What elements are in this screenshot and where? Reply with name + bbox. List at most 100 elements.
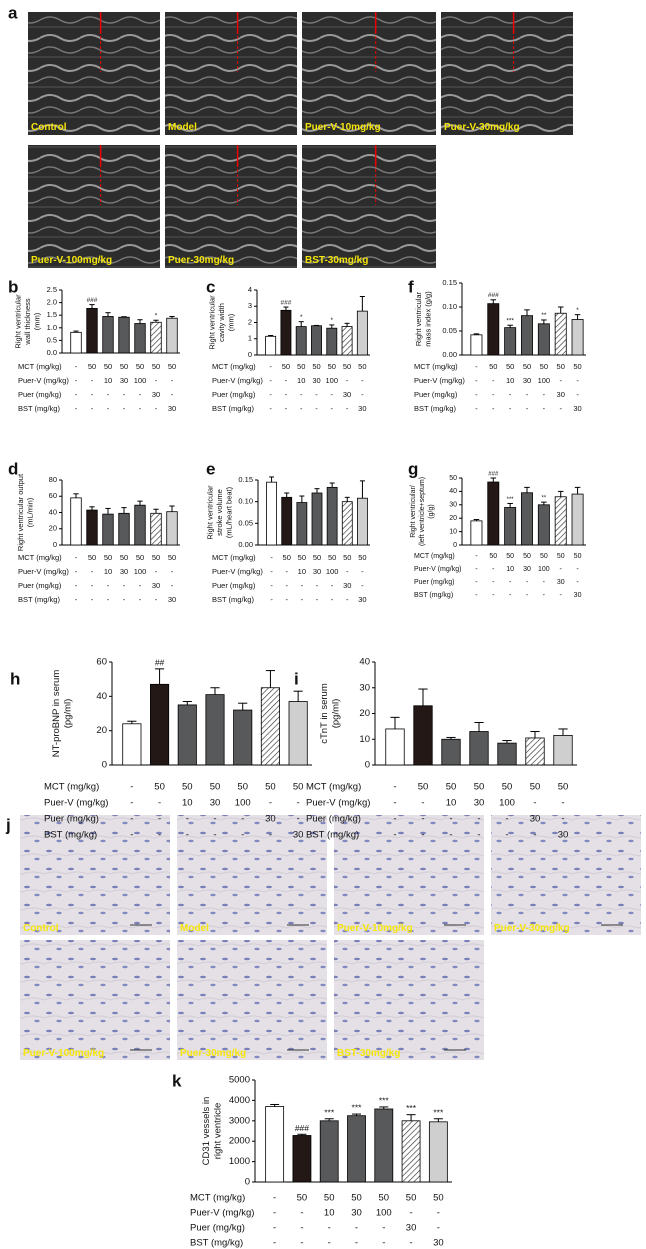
bar [356,310,368,356]
bar [401,1120,421,1183]
table-cell: - [560,592,563,599]
bar [118,316,130,354]
table-cell: - [475,376,478,385]
table-cell: 100 [326,376,339,385]
table-cell: - [509,592,512,599]
table-cell: - [382,1238,385,1249]
y-tick-label: 5000 [229,1075,250,1086]
table-row-label: Puer (mg/kg) [18,390,62,399]
table-cell: - [437,1208,440,1219]
table-cell: - [533,798,536,809]
table-cell: - [355,1238,358,1249]
table-cell: 30 [343,581,351,590]
table-cell: - [409,1238,412,1249]
table-cell: - [107,595,110,604]
table-row-label: MCT (mg/kg) [414,553,455,560]
table-cell: 50 [328,362,336,371]
table-cell: - [533,830,536,841]
table-cell: - [346,567,349,576]
table-cell: - [139,404,142,413]
table-cell: 30 [557,579,565,586]
image-label: BST-30mg/kg [337,1048,400,1059]
echo-image [441,12,573,135]
table-cell: 100 [499,798,515,809]
image-label: Puer-V-30mg/kg [444,122,520,133]
table-cell: 30 [210,798,221,809]
y-axis-label: Right ventricular [414,291,423,346]
bar [537,323,550,356]
bar [554,496,567,546]
table-cell: 50 [418,782,429,793]
significance-label: *** [506,317,514,324]
histology-image [177,815,327,935]
histology-image [177,940,327,1060]
table-cell: - [346,404,349,413]
y-axis-label: wall thickness [23,298,32,346]
table-cell: 30 [573,404,581,413]
table-cell: - [75,581,78,590]
table-cell: 30 [557,390,565,399]
bar [326,327,338,356]
bar [470,520,483,546]
table-cell: - [300,1223,303,1234]
table-row-label: Puer-V (mg/kg) [306,798,370,809]
table-cell: 10 [324,1208,335,1219]
table-cell: 50 [265,782,276,793]
y-tick-label: 0.00 [442,350,457,359]
table-cell: - [75,390,78,399]
table-cell: - [449,830,452,841]
table-cell: - [559,376,562,385]
y-tick-label: 0 [245,1177,250,1188]
table-cell: 10 [506,566,514,573]
image-label: Control [31,122,67,133]
bar [266,481,277,546]
table-cell: 10 [446,798,457,809]
bar [311,492,323,546]
table-cell: 30 [523,566,531,573]
table-cell: 50 [343,362,351,371]
bar [205,694,225,766]
significance-label: *** [352,1103,363,1113]
table-cell: - [300,404,303,413]
table-cell: - [155,567,158,576]
table-cell: 30 [152,581,160,590]
table-cell: 50 [120,362,128,371]
y-tick-label: 1.0 [47,323,57,332]
table-cell: 50 [168,553,176,562]
table-cell: 30 [558,830,569,841]
table-cell: 50 [293,782,304,793]
bar [296,502,308,546]
table-cell: 50 [283,553,291,562]
table-cell: - [316,595,319,604]
table-row-label: MCT (mg/kg) [212,553,256,562]
y-tick-label: 0 [248,350,252,359]
echo-image [302,145,436,268]
bar [487,303,500,356]
table-cell: 50 [152,362,160,371]
table-cell: - [526,579,529,586]
echo-image [28,145,160,268]
table-cell: 50 [104,362,112,371]
bar [150,512,162,546]
bar [504,327,517,356]
bar [150,683,170,766]
table-row-label: Puer (mg/kg) [212,390,256,399]
y-tick-label: 30 [449,502,457,509]
table-cell: - [75,567,78,576]
y-tick-label: 1 [248,334,252,343]
table-cell: - [300,1238,303,1249]
bar [260,687,280,766]
table-cell: - [543,592,546,599]
table-cell: - [505,830,508,841]
table-cell: - [91,376,94,385]
table-cell: - [107,404,110,413]
bar [134,323,146,354]
table-cell: - [576,579,579,586]
table-cell: 10 [104,567,112,576]
table-cell: - [328,1238,331,1249]
table-cell: 50 [312,362,320,371]
table-cell: 50 [530,782,541,793]
image-label: Model [168,122,197,133]
table-cell: - [297,798,300,809]
bar [554,312,567,356]
